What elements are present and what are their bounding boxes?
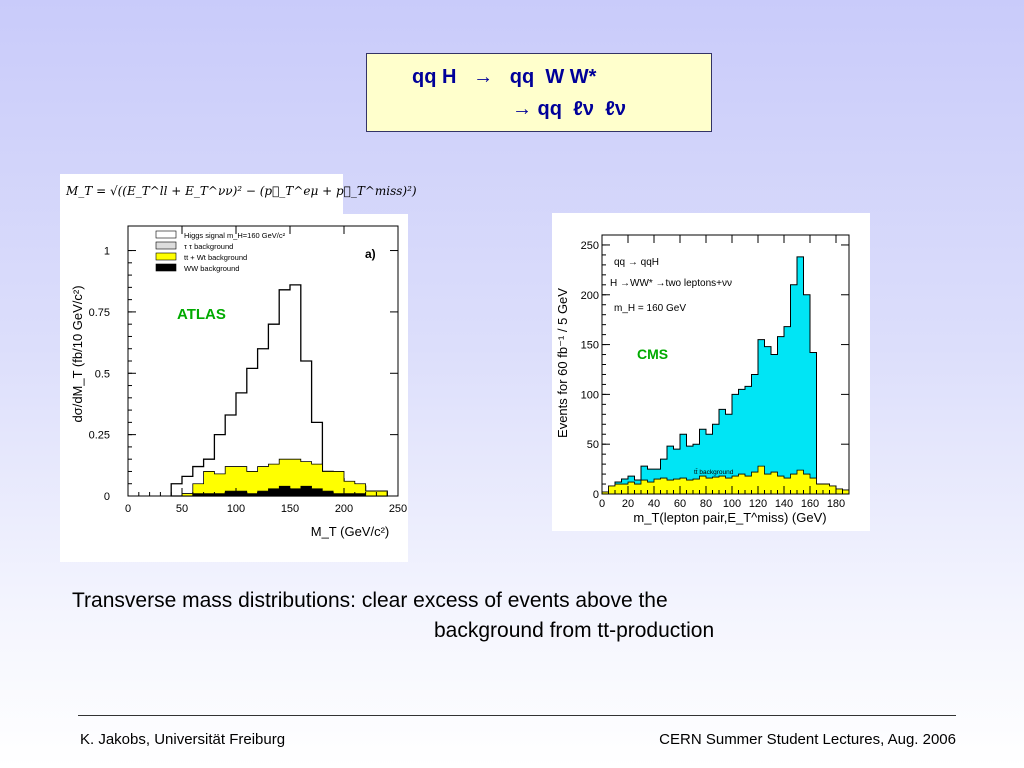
cms-y-tick-label: 250 (581, 240, 599, 252)
atlas-legend-entry: tt + Wt background (184, 253, 247, 262)
cms-experiment-label: CMS (637, 346, 668, 362)
title-line-1: qq H → qq W W* (412, 66, 597, 88)
atlas-panel-tag: a) (365, 247, 376, 261)
title-line-2: → qq ℓν ℓν (512, 98, 627, 120)
cms-y-tick-label: 50 (587, 439, 599, 451)
cms-annotation-background: tt̄ background (694, 468, 734, 476)
cms-x-tick-label: 120 (749, 498, 767, 510)
atlas-x-tick-label: 100 (227, 503, 245, 515)
cms-x-tick-label: 40 (648, 498, 660, 510)
atlas-x-axis-label: M_T (GeV/c²) (311, 524, 390, 539)
cms-x-tick-label: 60 (674, 498, 686, 510)
atlas-legend-swatch (155, 241, 177, 250)
cms-x-tick-label: 0 (599, 498, 605, 510)
cms-x-axis-label: m_T(lepton pair,E_T^miss) (GeV) (633, 510, 826, 525)
atlas-legend-swatch (155, 252, 177, 261)
cms-x-tick-label: 20 (622, 498, 634, 510)
atlas-legend-swatch (155, 263, 177, 272)
cms-y-tick-label: 150 (581, 340, 599, 352)
cms-annotation-decay: H →WW* →two leptons+νν (610, 278, 732, 289)
tt-background-histogram (171, 458, 388, 497)
cms-y-tick-label: 0 (593, 489, 599, 501)
transverse-mass-formula: M_T = √((E_T^ll + E_T^νν)² − (p⃗_T^eμ + … (60, 174, 417, 214)
atlas-legend-entry: WW background (184, 264, 239, 273)
atlas-x-tick-label: 0 (125, 503, 131, 515)
atlas-x-tick-label: 150 (281, 503, 299, 515)
formula-title-box: qq H → qq W W* → qq ℓν ℓν (366, 53, 712, 132)
cms-tt-background-histogram (601, 465, 850, 495)
cms-annotation-mass: m_H = 160 GeV (614, 303, 686, 314)
atlas-y-tick-label: 0.25 (89, 430, 110, 442)
atlas-chart: 0 50 100 150 200 250 0 0.25 0.5 0.75 1 M_T (GeV/c²)… (70, 225, 407, 539)
cms-annotation-process: qq → qqH (614, 257, 659, 268)
atlas-y-axis-label: dσ/dM_T (fb/10 GeV/c²) (70, 285, 85, 422)
cms-x-tick-label: 100 (723, 498, 741, 510)
caption-line-1: Transverse mass distributions: clear exc… (72, 589, 668, 612)
atlas-plot-panel: 0 50 100 150 200 250 0 0.25 0.5 0.75 1 M_T (GeV/c²)… (60, 214, 408, 562)
caption-line-2: background from tt-production (434, 619, 715, 642)
atlas-y-tick-label: 1 (104, 246, 110, 258)
formula-text: M_T = √((E_T^ll + E_T^νν)² − (p⃗_T^eμ + … (66, 184, 417, 198)
atlas-x-tick-label: 200 (335, 503, 353, 515)
cms-plot-panel: 0 20 40 60 80 100 120 140 160 180 0 50 100 150 200 250 m… (552, 213, 870, 531)
atlas-x-tick-label: 250 (389, 503, 407, 515)
cms-y-tick-label: 200 (581, 290, 599, 302)
atlas-legend-entry: τ τ background (184, 242, 233, 251)
atlas-legend-entry: Higgs signal m_H=160 GeV/c² (184, 231, 286, 240)
atlas-y-tick-label: 0.5 (95, 368, 110, 380)
cms-x-tick-label: 80 (700, 498, 712, 510)
atlas-legend-swatch (155, 230, 177, 239)
cms-chart: 0 20 40 60 80 100 120 140 160 180 0 50 100 150 200 250 m… (555, 234, 850, 525)
atlas-x-tick-label: 50 (176, 503, 188, 515)
footer-divider (78, 715, 956, 716)
cms-x-tick-label: 180 (827, 498, 845, 510)
cms-y-tick-label: 100 (581, 389, 599, 401)
atlas-experiment-label: ATLAS (177, 306, 226, 323)
cms-signal-histogram (601, 256, 850, 495)
cms-x-tick-label: 140 (775, 498, 793, 510)
cms-y-axis-label: Events for 60 fb⁻¹ / 5 GeV (555, 288, 570, 438)
footer-author: K. Jakobs, Universität Freiburg (80, 731, 286, 748)
atlas-y-tick-label: 0 (104, 491, 110, 503)
footer-event: CERN Summer Student Lectures, Aug. 2006 (659, 731, 956, 748)
cms-x-tick-label: 160 (801, 498, 819, 510)
atlas-y-tick-label: 0.75 (89, 307, 110, 319)
